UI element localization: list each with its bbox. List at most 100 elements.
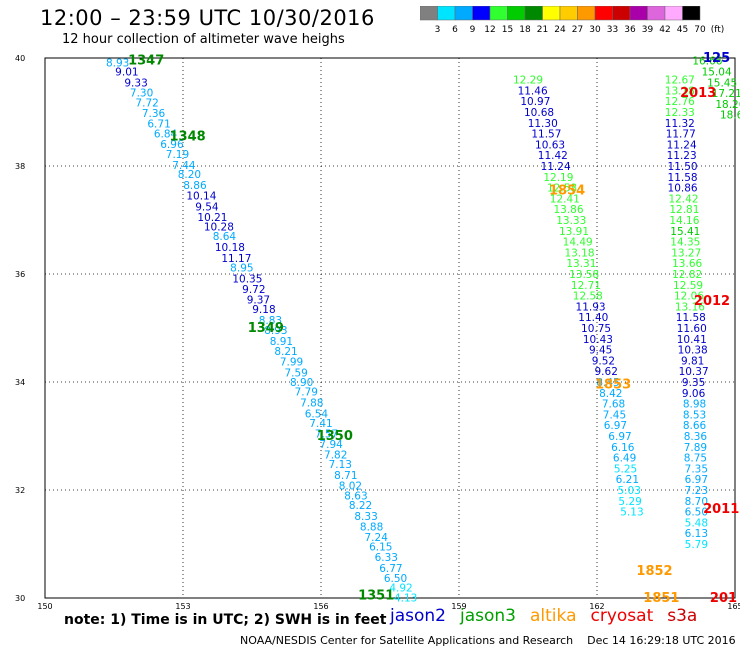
swh-value-label: 12.71 (571, 280, 601, 292)
swh-value-label: 7.41 (309, 418, 332, 430)
swh-value-label: 6.54 (305, 408, 329, 420)
color-swatch (507, 6, 526, 21)
scale-label: 21 (537, 25, 548, 35)
swh-value-label: 6.13 (685, 528, 708, 540)
axis-ticks: 150 153 156 159 162 165 30 32 34 36 38 40 (15, 54, 740, 611)
pass-label: 1851 (643, 591, 679, 606)
credit-timestamp: Dec 14 16:29:18 UTC 2016 (587, 634, 736, 647)
color-swatch (647, 6, 666, 21)
swh-value-label: 12.41 (550, 193, 580, 205)
swh-value-label: 7.99 (280, 356, 303, 368)
color-swatch (542, 6, 561, 21)
swh-value-label: 6.15 (369, 542, 392, 554)
swh-value-label: 10.97 (520, 96, 550, 108)
swh-value-label: 12.58 (573, 291, 603, 303)
pass-label: 201 (710, 591, 737, 606)
swh-value-label: 10.63 (535, 139, 565, 151)
swh-value-label: 5.25 (614, 463, 637, 475)
swh-value-label: 8.93 (264, 325, 287, 337)
color-swatch (594, 6, 613, 21)
swh-value-label: 11.30 (528, 118, 558, 130)
swh-value-label: 10.68 (524, 107, 554, 119)
swh-value-label: 7.72 (135, 97, 158, 109)
swh-value-label: 13.18 (564, 247, 594, 259)
swh-value-label: 9.01 (115, 67, 138, 79)
satellite-legend-item: cryosat (590, 606, 654, 626)
swh-value-label: 11.24 (667, 139, 697, 151)
swh-value-label: 7.23 (685, 485, 708, 497)
swh-value-label: 15.41 (670, 226, 700, 238)
satellite-legend-item: jason2 (390, 606, 446, 626)
scale-label: 6 (452, 25, 458, 35)
scale-label: 15 (502, 25, 513, 35)
swh-value-label: 10.75 (581, 323, 611, 335)
swh-value-label: 7.30 (130, 88, 153, 100)
swh-value-label: 11.23 (667, 150, 697, 162)
color-swatch (437, 6, 456, 21)
swh-value-label: 6.96 (160, 139, 184, 151)
swh-value-label: 5.79 (685, 539, 708, 551)
swh-value-label: 5.29 (618, 496, 641, 508)
swh-value-label: 11.77 (666, 129, 696, 141)
swh-value-label: 8.45 (596, 377, 619, 389)
pass-labels: 1347 1348 1349 1350 1351 1854 1853 1852 1851 2013… (128, 51, 739, 606)
swh-value-label: 11.50 (668, 161, 698, 173)
swh-value-label: 10.18 (215, 242, 245, 254)
swh-value-label: 9.81 (681, 355, 704, 367)
pass-label: 125 (703, 51, 730, 66)
swh-value-label: 6.77 (379, 563, 402, 575)
swh-value-label: 8.70 (685, 496, 708, 508)
swh-value-label: 7.59 (284, 367, 307, 379)
x-tick-label: 153 (175, 602, 190, 611)
pass-label: 1853 (595, 378, 631, 393)
chart-subtitle: 12 hour collection of altimeter wave hei… (62, 32, 345, 47)
swh-value-label: 7.19 (166, 149, 189, 161)
swh-value-label: 7.68 (602, 399, 625, 411)
swh-value-label: 7.45 (603, 409, 626, 421)
scale-label: 33 (607, 25, 618, 35)
satellite-legend-item: jason3 (460, 606, 516, 626)
swh-value-label: 13.58 (569, 269, 599, 281)
swh-value-label: 7.24 (365, 532, 389, 544)
swh-value-label: 13.27 (671, 247, 701, 259)
swh-value-label: 10.38 (678, 345, 708, 357)
swh-value-label: 11.93 (576, 301, 606, 313)
swh-value-label: 14.16 (669, 215, 699, 227)
swh-value-label: 8.36 (684, 431, 708, 443)
swh-value-label: 12.33 (665, 107, 695, 119)
swh-value-label: 8.20 (178, 169, 201, 181)
swh-value-label: 6.97 (685, 474, 708, 486)
swh-value-label: 5.48 (685, 517, 708, 529)
swh-value-label: 8.71 (334, 470, 357, 482)
swh-value-label: 13.31 (566, 258, 596, 270)
swh-value-label: 12.76 (665, 96, 695, 108)
swh-value-label: 14.35 (670, 237, 700, 249)
pass-label: 1347 (128, 54, 164, 69)
swh-value-label: 8.63 (344, 490, 367, 502)
swh-value-label: 12.29 (513, 75, 543, 87)
pass-label: 1349 (248, 321, 284, 336)
footer-note: note: 1) Time is in UTC; 2) SWH is in fe… (64, 612, 387, 628)
swh-value-label: 8.83 (259, 315, 282, 327)
swh-value-label: 13.86 (553, 204, 583, 216)
x-tick-label: 150 (37, 602, 52, 611)
pass-label: 1350 (317, 429, 353, 444)
color-swatch (682, 6, 701, 21)
swh-value-label: 13.91 (559, 226, 589, 238)
swh-value-label: 8.88 (360, 522, 383, 534)
swh-value-label: 8.86 (183, 180, 207, 192)
swh-value-label: 8.22 (349, 500, 372, 512)
pass-label: 1348 (170, 129, 206, 144)
swh-value-label: 18.26 (715, 99, 740, 111)
swh-value-label: 8.33 (354, 511, 377, 523)
swh-value-label: 10.21 (197, 212, 227, 224)
data-points: 8.939.019.337.307.727.366.716.846.967.19… (106, 56, 740, 605)
x-tick-label: 162 (589, 602, 604, 611)
swh-value-label: 5.13 (620, 507, 643, 519)
swh-value-label: 5.03 (618, 485, 641, 497)
swh-value-label: 9.35 (682, 377, 705, 389)
swh-value-label: 17.21 (712, 88, 740, 100)
swh-value-label: 12.67 (665, 75, 695, 87)
swh-value-label: 7.79 (295, 387, 318, 399)
swh-value-label: 7.44 (172, 160, 196, 172)
